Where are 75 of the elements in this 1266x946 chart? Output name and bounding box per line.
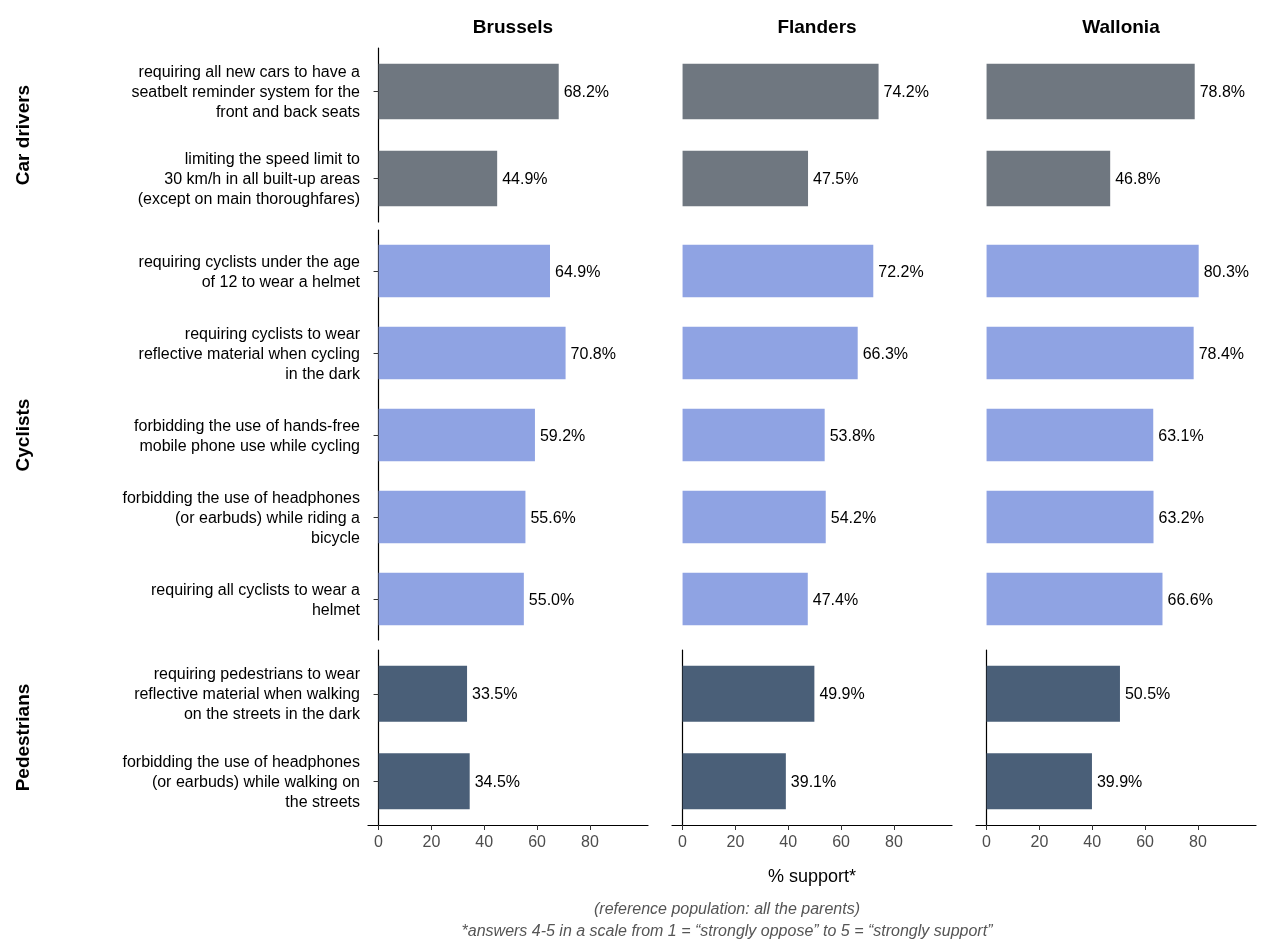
y-tick-label: requiring cyclists to wear reflective material when cycling in the dark — [138, 324, 361, 382]
data-label: 46.8% — [1115, 170, 1161, 187]
data-label: 54.2% — [830, 508, 877, 526]
x-tick-label: 0 — [982, 832, 992, 850]
y-tick-label: forbidding the use of headphones (or earbuds) while walking on the streets — [122, 752, 360, 810]
y-axis-title: Car drivers — [12, 84, 33, 186]
bar — [682, 490, 826, 544]
data-label: 34.5% — [474, 772, 521, 790]
x-tick-label: 20 — [422, 832, 441, 850]
bar — [682, 572, 808, 626]
x-tick-label: 40 — [475, 832, 494, 850]
data-label: 49.9% — [819, 685, 865, 703]
x-tick-label: 40 — [1083, 832, 1102, 850]
bar — [986, 408, 1154, 462]
bar — [682, 244, 874, 298]
bar — [986, 244, 1199, 298]
bar — [378, 326, 566, 380]
data-label: 47.4% — [812, 590, 859, 608]
chart-title: Brussels — [472, 16, 554, 37]
x-tick-label: 60 — [832, 832, 851, 850]
data-label: 50.5% — [1124, 685, 1171, 703]
data-label: 78.8% — [1199, 83, 1246, 100]
bar — [682, 408, 825, 462]
bar — [378, 572, 524, 626]
x-tick-label: 60 — [1136, 832, 1155, 850]
data-label: 78.4% — [1198, 344, 1245, 362]
data-label: 70.8% — [570, 344, 616, 362]
y-tick-label: forbidding the use of headphones (or earbuds) while riding a bicycle — [122, 488, 361, 546]
x-tick-label: 80 — [1188, 832, 1207, 850]
y-tick-label: requiring all new cars to have a seatbelt reminder system for the front and back seats — [131, 63, 361, 120]
data-label: 72.2% — [878, 262, 924, 280]
data-label: 39.9% — [1096, 772, 1143, 790]
data-label: 63.2% — [1158, 508, 1204, 526]
x-tick-label: 20 — [726, 832, 745, 850]
text: (reference population: all the parents) — [594, 899, 860, 917]
data-label: 74.2% — [883, 83, 929, 100]
data-label: 53.8% — [829, 426, 876, 444]
x-tick-label: 80 — [884, 832, 903, 850]
chart-title: Wallonia — [1082, 16, 1161, 37]
y-tick-label: limiting the speed limit to 30 km/h in all built-up areas (except on main thoroughfares) — [137, 150, 361, 207]
bar — [986, 326, 1194, 380]
bar — [986, 490, 1154, 544]
data-label: 64.9% — [555, 262, 601, 280]
y-axis-title: Cyclists — [12, 398, 33, 472]
x-tick-label: 0 — [374, 832, 384, 850]
chart-title: Flanders — [777, 16, 857, 37]
data-label: 47.5% — [813, 170, 859, 187]
x-axis-title: % support* — [767, 866, 857, 886]
data-label: 59.2% — [539, 426, 586, 444]
x-tick-label: 80 — [580, 832, 599, 850]
x-tick-label: 60 — [528, 832, 547, 850]
data-label: 68.2% — [563, 83, 610, 100]
x-tick-label: 20 — [1030, 832, 1049, 850]
data-label: 39.1% — [790, 772, 837, 790]
y-tick-label: requiring cyclists under the age of 12 to wear a helmet — [138, 252, 361, 290]
bar — [378, 490, 526, 544]
y-tick-label: forbidding the use of hands-free mobile phone use while cycling — [134, 416, 361, 454]
y-tick-label: requiring pedestrians to wear reflective material when walking on the streets in the dark — [134, 665, 361, 723]
data-label: 33.5% — [472, 685, 518, 703]
bar — [986, 572, 1163, 626]
bar — [378, 408, 535, 462]
x-tick-label: 0 — [678, 832, 688, 850]
bar — [682, 326, 858, 380]
data-label: 66.3% — [862, 344, 909, 362]
data-label: 44.9% — [502, 170, 548, 187]
x-tick-label: 40 — [779, 832, 798, 850]
y-axis-title: Pedestrians — [12, 683, 33, 792]
data-label: 63.1% — [1158, 426, 1204, 444]
data-label: 66.6% — [1167, 590, 1213, 608]
text: *answers 4-5 in a scale from 1 = “strongly oppose” to 5 = “strongly support” — [461, 921, 994, 939]
y-tick-label: requiring all cyclists to wear a helmet — [151, 580, 361, 618]
data-label: 55.0% — [528, 590, 575, 608]
data-label: 80.3% — [1203, 262, 1250, 280]
data-label: 55.6% — [530, 508, 576, 526]
bar — [378, 244, 550, 298]
